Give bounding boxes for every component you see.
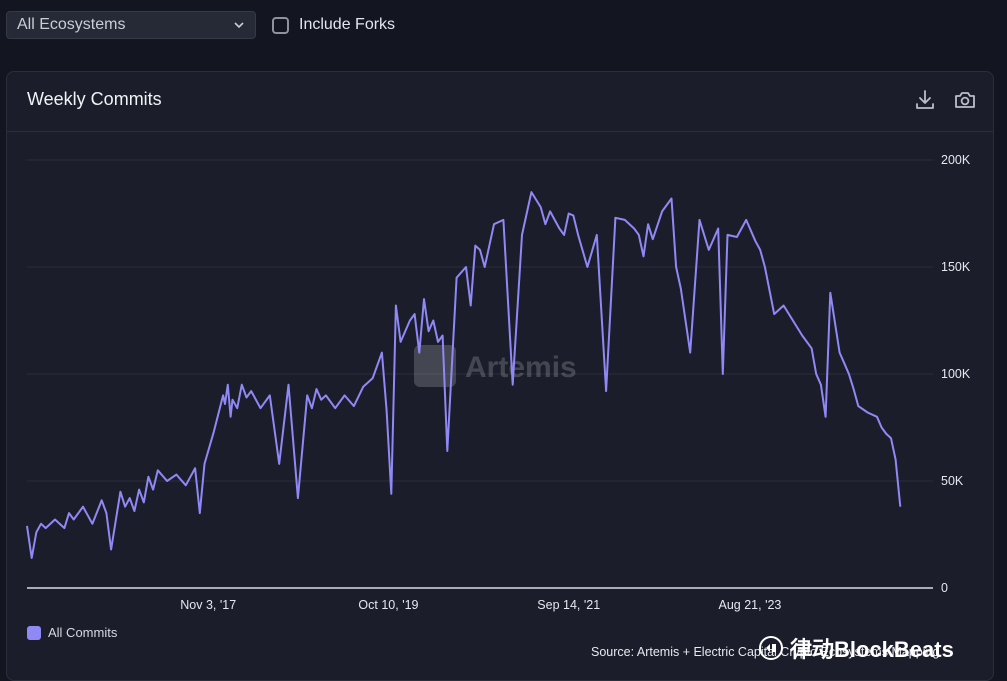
card-title: Weekly Commits xyxy=(27,89,162,109)
y-tick-label: 100K xyxy=(941,367,971,381)
legend-swatch xyxy=(27,625,41,640)
weekly-commits-chart: Artemis 0 50K 100K 150K 200K Nov 3, '17 Oct 1… xyxy=(26,153,971,612)
weekly-commits-card: Weekly Commits Artemis 0 50K 100K 150K 200K … xyxy=(6,71,994,681)
chevron-down-icon xyxy=(234,22,244,29)
watermark-badge-text: 律动BlockBeats xyxy=(790,637,954,662)
x-tick-label: Aug 21, '23 xyxy=(719,598,782,612)
card-header: Weekly Commits xyxy=(7,72,993,132)
chart-watermark: Artemis xyxy=(414,345,577,387)
x-tick-label: Oct 10, '19 xyxy=(358,598,418,612)
download-icon[interactable] xyxy=(913,88,937,112)
chart-grid xyxy=(27,159,933,482)
x-axis-labels: Nov 3, '17 Oct 10, '19 Sep 14, '21 Aug 21, … xyxy=(180,598,781,612)
y-tick-label: 200K xyxy=(941,153,971,167)
watermark-text: Artemis xyxy=(465,351,577,384)
ecosystem-select[interactable]: All Ecosystems xyxy=(6,11,256,39)
source-note: Source: Artemis + Electric Capital Crypt… xyxy=(591,645,940,659)
y-axis-labels: 0 50K 100K 150K 200K xyxy=(941,153,971,595)
y-tick-label: 0 xyxy=(941,581,948,595)
artemis-logo-icon xyxy=(414,345,456,387)
include-forks-toggle[interactable]: Include Forks xyxy=(272,16,395,34)
y-tick-label: 150K xyxy=(941,260,971,274)
filter-bar: All Ecosystems Include Forks xyxy=(6,10,395,40)
blockbeats-logo-icon xyxy=(759,636,783,660)
blockbeats-watermark: 律动BlockBeats xyxy=(758,632,954,664)
include-forks-checkbox[interactable] xyxy=(272,16,289,34)
x-tick-label: Sep 14, '21 xyxy=(537,598,600,612)
legend-label: All Commits xyxy=(48,625,118,640)
x-tick-label: Nov 3, '17 xyxy=(180,598,236,612)
y-tick-label: 50K xyxy=(941,474,964,488)
ecosystem-select-value: All Ecosystems xyxy=(17,16,126,33)
include-forks-label: Include Forks xyxy=(299,16,396,33)
chart-legend[interactable]: All Commits xyxy=(27,625,117,640)
camera-icon[interactable] xyxy=(953,88,977,112)
series-line-all-commits xyxy=(26,191,902,559)
